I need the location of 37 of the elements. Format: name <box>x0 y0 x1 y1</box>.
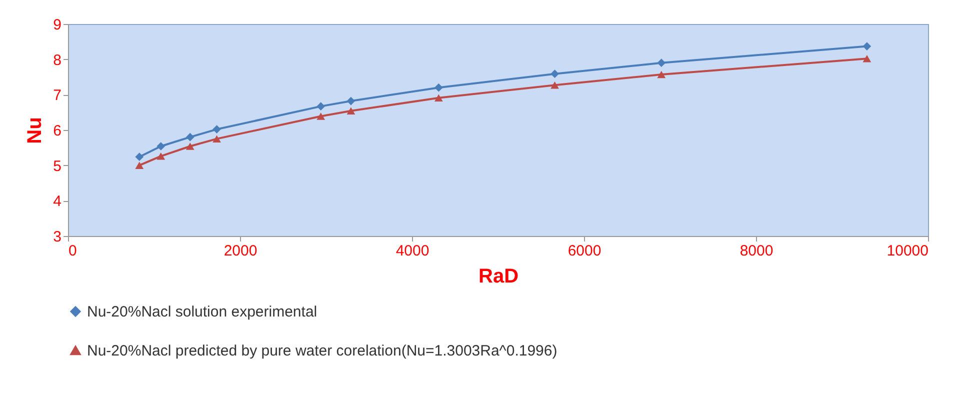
point <box>657 70 666 78</box>
point <box>135 162 144 169</box>
point <box>434 83 443 92</box>
point <box>316 112 326 120</box>
point <box>657 58 666 68</box>
legend-label: Nu-20%Nacl solution experimental <box>87 304 318 320</box>
y-tick-label: 3 <box>53 228 62 246</box>
point <box>862 42 872 50</box>
point <box>346 96 356 106</box>
y-tick-label: 4 <box>53 193 62 210</box>
x-tick-label: 4000 <box>396 242 430 260</box>
y-tick-label: 5 <box>53 158 62 175</box>
point <box>212 125 221 134</box>
point <box>186 142 194 150</box>
point <box>156 152 166 160</box>
y-axis-title: Nu <box>24 117 46 144</box>
x-axis-title: RaD <box>478 266 519 288</box>
point <box>135 152 144 162</box>
point <box>550 70 559 78</box>
x-tick-label: 8000 <box>740 242 774 260</box>
y-tick-label: 6 <box>53 122 62 140</box>
point <box>316 102 326 111</box>
point <box>434 94 443 102</box>
legend-label: Nu-20%Nacl predicted by pure water corelation(Nu=1.3003Ra^0.1996) <box>87 342 558 360</box>
x-tick-label: 0 <box>68 242 77 260</box>
y-tick-label: 8 <box>53 52 62 69</box>
x-tick-label: 10000 <box>886 242 928 260</box>
point <box>156 142 166 150</box>
point <box>212 135 221 142</box>
point <box>862 55 872 62</box>
x-tick-label: 2000 <box>224 242 258 260</box>
y-tick-label: 7 <box>53 87 62 104</box>
point <box>550 82 559 89</box>
point <box>346 107 356 115</box>
point <box>186 132 194 142</box>
y-tick-label: 9 <box>53 16 62 34</box>
x-tick-label: 6000 <box>568 242 602 260</box>
